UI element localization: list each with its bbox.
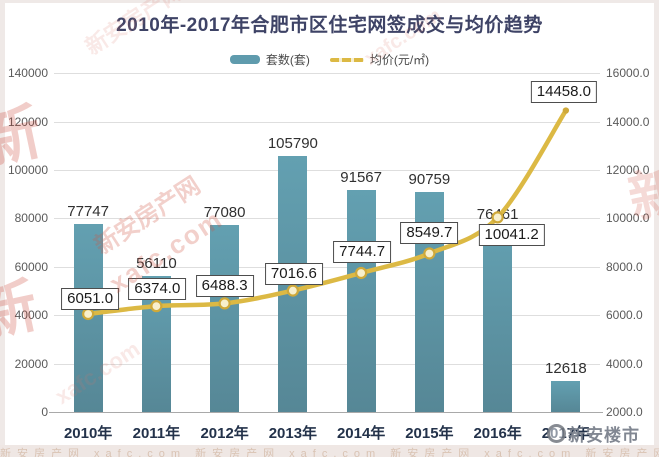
right-axis-tick-label: 12000.0 bbox=[606, 163, 650, 177]
bar-value-label: 105790 bbox=[267, 134, 318, 152]
bar-value-label: 77080 bbox=[203, 204, 246, 222]
grid-line bbox=[54, 315, 600, 317]
price-label: 14458.0 bbox=[530, 80, 597, 103]
x-axis-label: 2011年 bbox=[132, 425, 181, 442]
price-label: 6488.3 bbox=[195, 275, 254, 298]
line-marker bbox=[562, 107, 570, 114]
grid-line bbox=[54, 363, 600, 365]
left-axis-tick-label: 40000 bbox=[14, 308, 48, 323]
price-label: 7744.7 bbox=[333, 240, 392, 263]
x-axis-label: 2016年 bbox=[473, 425, 522, 442]
left-axis-tick-label: 60000 bbox=[14, 259, 48, 274]
x-axis-label: 2014年 bbox=[336, 425, 386, 442]
right-axis-tick-label: 6000.0 bbox=[606, 308, 643, 323]
bar-value-label: 91567 bbox=[340, 169, 382, 187]
bar-value-label: 77747 bbox=[67, 202, 109, 220]
bar-2012年 bbox=[210, 225, 240, 412]
bar-value-label: 56110 bbox=[136, 255, 177, 273]
footer-brand-watermark: 新安楼市 bbox=[547, 421, 640, 446]
grid-line bbox=[54, 73, 600, 75]
bar-2016年 bbox=[483, 226, 513, 412]
bar-2017年 bbox=[551, 381, 581, 412]
bar-value-label: 12618 bbox=[545, 360, 587, 378]
right-axis-tick-label: 10000.0 bbox=[606, 211, 650, 226]
x-axis-label: 2010年 bbox=[63, 425, 113, 442]
right-axis-tick-label: 8000.0 bbox=[606, 259, 643, 274]
grid-line bbox=[54, 170, 600, 171]
grid-line bbox=[54, 121, 600, 123]
price-label: 6051.0 bbox=[61, 287, 120, 310]
legend-item-units: 套数(套) bbox=[229, 51, 310, 68]
line-series-label: 均价(元/㎡) bbox=[369, 53, 430, 67]
bar-2010年 bbox=[73, 223, 103, 412]
chart-title: 2010年-2017年合肥市区住宅网签成交与均价趋势 bbox=[116, 15, 543, 36]
right-axis-tick-label: 16000.0 bbox=[606, 66, 650, 81]
left-axis-tick-label: 20000 bbox=[14, 356, 48, 371]
right-axis-tick-label: 2000.0 bbox=[606, 405, 643, 419]
x-axis-label: 2012年 bbox=[200, 425, 249, 442]
bar-series-swatch-icon bbox=[229, 55, 260, 64]
price-label: 10041.2 bbox=[478, 224, 545, 247]
x-axis-label: 2013年 bbox=[268, 425, 318, 442]
bar-2014年 bbox=[346, 190, 376, 412]
bar-series-label: 套数(套) bbox=[265, 53, 310, 67]
price-label: 8549.7 bbox=[400, 222, 459, 245]
left-axis-tick-label: 0 bbox=[41, 405, 48, 419]
left-axis-tick-label: 140000 bbox=[7, 66, 48, 81]
brand-logo-icon bbox=[547, 424, 566, 443]
left-axis-tick-label: 100000 bbox=[7, 163, 48, 177]
line-series-swatch-icon bbox=[329, 57, 364, 62]
right-axis-tick-label: 14000.0 bbox=[606, 114, 650, 129]
price-label: 7016.6 bbox=[264, 262, 323, 285]
price-label: 6374.0 bbox=[128, 278, 187, 301]
bottom-ornament-strip: 新安房产网 xafc.com 新安房产网 xafc.com 新安房产网 xafc… bbox=[0, 445, 659, 457]
left-axis-tick-label: 120000 bbox=[7, 114, 48, 129]
legend-item-price: 均价(元/㎡) bbox=[329, 51, 430, 68]
bar-value-label: 76461 bbox=[476, 205, 519, 223]
legend: 套数(套) 均价(元/㎡) bbox=[0, 51, 659, 68]
bar-value-label: 90759 bbox=[408, 171, 451, 189]
x-axis-label: 2015年 bbox=[405, 425, 454, 442]
ornament-tile: 新安房产网 xafc.com 新安房产网 xafc.com 新安房产网 xafc… bbox=[0, 448, 659, 457]
x-axis-line bbox=[49, 412, 603, 413]
brand-name: 新安楼市 bbox=[568, 426, 640, 445]
right-axis-tick-label: 4000.0 bbox=[606, 356, 643, 371]
left-axis-tick-label: 80000 bbox=[14, 211, 48, 226]
